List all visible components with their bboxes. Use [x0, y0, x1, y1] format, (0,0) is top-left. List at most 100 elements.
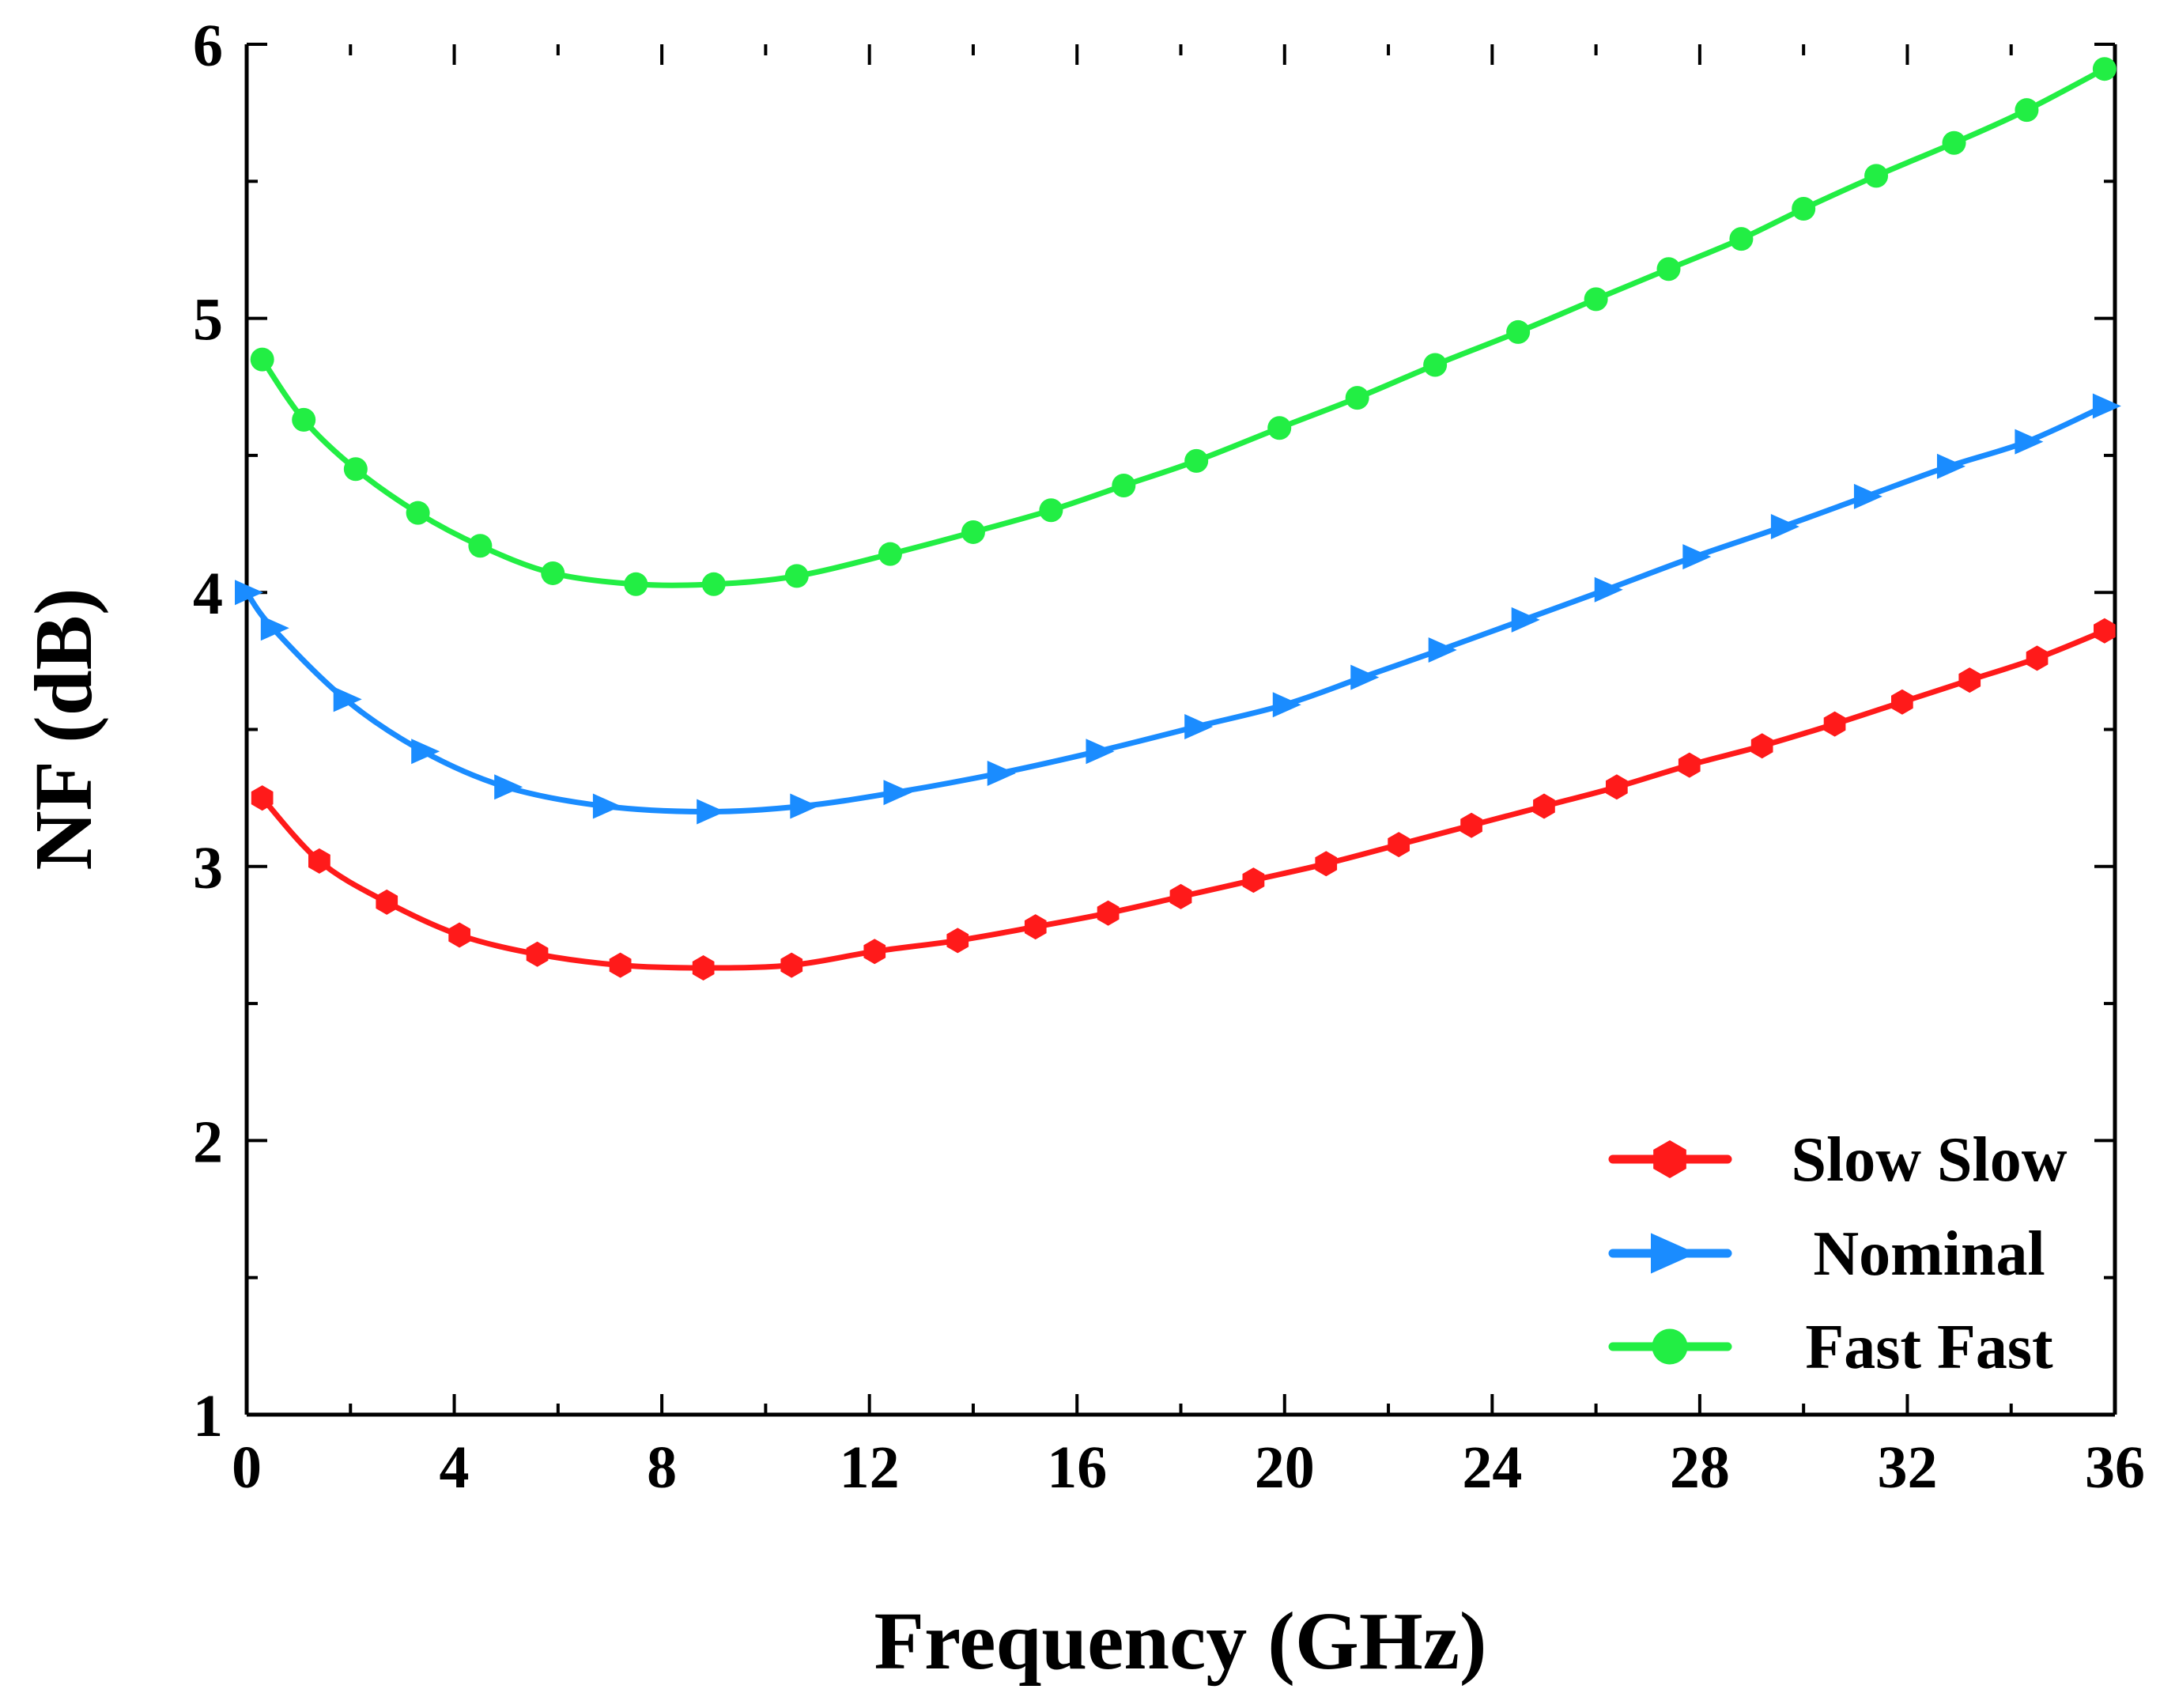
data-point	[1533, 793, 1555, 819]
data-point	[878, 542, 902, 566]
x-tick-label: 8	[647, 1434, 677, 1501]
data-point	[609, 952, 632, 978]
data-point	[1086, 739, 1115, 765]
series-nominal	[235, 393, 2121, 825]
data-point	[987, 760, 1016, 786]
data-point	[701, 572, 726, 596]
data-point	[1097, 900, 1120, 926]
data-point	[1678, 752, 1701, 778]
legend-marker	[1653, 1140, 1686, 1178]
x-tick-label: 4	[440, 1434, 470, 1501]
data-point	[1345, 386, 1369, 410]
data-point	[1388, 832, 1410, 858]
data-point	[250, 347, 274, 372]
x-tick-label: 12	[840, 1434, 900, 1501]
data-point	[1242, 867, 1265, 894]
data-point	[411, 739, 440, 765]
data-point	[2092, 393, 2121, 419]
y-tick-label: 6	[193, 13, 223, 79]
x-tick-label: 24	[1462, 1434, 1522, 1501]
data-point	[780, 952, 803, 978]
data-point	[624, 572, 648, 596]
legend-item: Slow Slow	[1608, 1125, 2067, 1195]
data-point	[1606, 774, 1628, 800]
data-point	[784, 564, 809, 588]
y-ticks: 1 2 3 4 5 6	[193, 13, 2115, 1449]
data-point	[1169, 883, 1192, 909]
data-point	[1594, 576, 1623, 603]
series-line	[259, 628, 2108, 971]
legend: Slow Slow Nominal Fast Fast	[1608, 1125, 2067, 1382]
data-point	[526, 941, 549, 967]
y-tick-label: 5	[193, 287, 223, 353]
data-point	[1423, 353, 1448, 377]
x-axis-title: Frequency (GHz)	[874, 1596, 1486, 1687]
data-point	[1792, 196, 1816, 221]
series-slow-slow	[251, 618, 2116, 981]
data-point	[1584, 287, 1608, 312]
data-point	[251, 785, 274, 811]
x-ticks: 0 4 8 12 16 20 24 28 32 36	[232, 44, 2145, 1501]
data-point	[1770, 514, 1799, 540]
data-point	[376, 889, 398, 915]
series-fast-fast	[250, 57, 2117, 596]
legend-item: Fast Fast	[1608, 1313, 2053, 1382]
data-point	[1039, 498, 1063, 523]
x-tick-label: 16	[1047, 1434, 1107, 1501]
y-tick-label: 3	[193, 835, 223, 901]
data-point	[2092, 57, 2117, 81]
data-point	[1184, 448, 1209, 473]
x-tick-label: 0	[232, 1434, 262, 1501]
data-point	[883, 780, 912, 806]
data-point	[2015, 429, 2044, 455]
data-point	[1460, 812, 1482, 838]
data-point	[1958, 667, 1981, 693]
data-point	[1750, 733, 1773, 759]
data-point	[1428, 637, 1457, 663]
legend-marker	[1652, 1328, 1688, 1365]
y-tick-label: 2	[193, 1109, 223, 1175]
data-point	[692, 955, 715, 981]
data-point	[2026, 645, 2049, 671]
y-tick-label: 4	[193, 561, 223, 627]
y-axis-title: NF (dB)	[18, 588, 109, 870]
data-point	[790, 793, 819, 819]
data-point	[494, 774, 523, 800]
data-point	[1272, 692, 1301, 718]
data-point	[308, 848, 330, 874]
data-point	[1315, 851, 1338, 877]
legend-marker	[1651, 1233, 1697, 1274]
x-tick-label: 32	[1877, 1434, 1937, 1501]
data-point	[1024, 914, 1047, 940]
data-point	[1942, 130, 1966, 155]
data-point	[343, 457, 368, 482]
data-point	[1823, 711, 1846, 737]
data-point	[1656, 257, 1681, 282]
data-point	[863, 939, 886, 965]
legend-item: Nominal	[1608, 1219, 2045, 1289]
data-point	[1729, 227, 1754, 251]
legend-label: Nominal	[1813, 1219, 2045, 1289]
legend-label: Slow Slow	[1792, 1125, 2067, 1195]
data-point	[292, 407, 316, 432]
data-point	[1511, 606, 1540, 633]
data-point	[1853, 483, 1882, 509]
data-point	[1682, 544, 1712, 570]
data-point	[1506, 319, 1531, 344]
data-point	[1350, 664, 1380, 690]
data-point	[946, 928, 969, 954]
series-layer	[235, 57, 2121, 981]
data-point	[697, 799, 726, 825]
data-point	[1936, 453, 1966, 479]
x-tick-label: 36	[2085, 1434, 2145, 1501]
data-point	[1112, 474, 1136, 498]
x-tick-label: 20	[1255, 1434, 1315, 1501]
data-point	[1891, 689, 1913, 715]
data-point	[2015, 98, 2039, 123]
data-point	[1267, 416, 1292, 440]
data-point	[406, 501, 430, 525]
data-point	[235, 580, 263, 606]
data-point	[468, 534, 493, 558]
data-point	[961, 520, 985, 544]
